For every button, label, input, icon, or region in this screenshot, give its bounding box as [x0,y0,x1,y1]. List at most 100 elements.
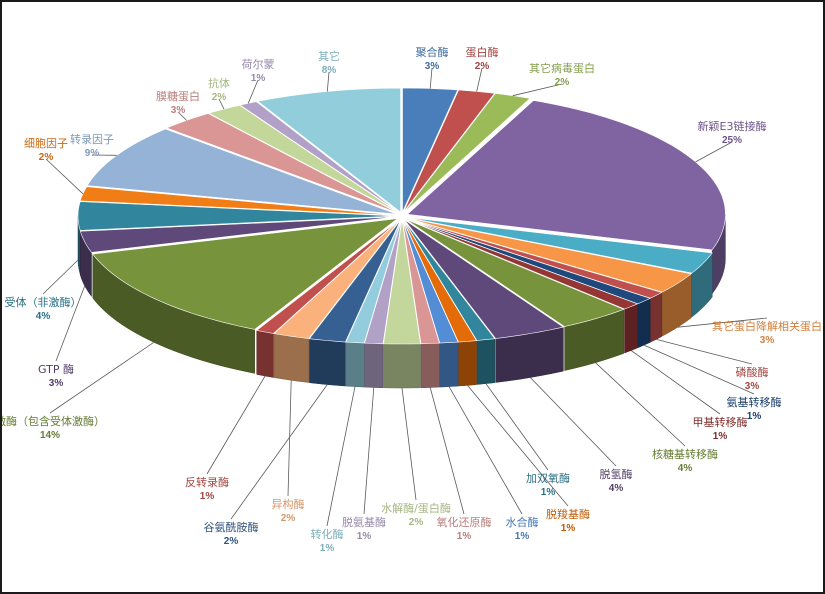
slice-percent-5: 3% [760,335,775,346]
slice-percent-11: 1% [541,487,556,498]
pie-sides [77,214,726,389]
slice-4 [407,217,713,274]
slice-percent-10: 4% [609,483,624,494]
slice-14 [402,219,440,345]
slice-percent-21: 14% [40,430,60,441]
slice-label-6: 磷酸酶 [736,365,769,379]
slice-side-7 [637,298,651,349]
slice-side-14 [420,342,440,389]
slice-percent-2: 2% [555,77,570,88]
leader-line-29 [326,71,330,92]
leader-line-22 [55,285,86,362]
slice-percent-1: 2% [475,61,490,72]
slice-percent-3: 25% [722,135,742,146]
leader-line-10 [530,377,617,467]
slice-label-11: 加双氧酶 [526,471,570,485]
slice-22 [79,216,397,253]
slice-label-16: 脱氨基酶 [342,515,386,529]
leader-line-1 [476,67,483,92]
slice-percent-22: 3% [49,378,64,389]
leader-line-13 [448,386,523,515]
slice-label-8: 甲基转移酶 [693,415,748,429]
slice-20 [255,219,400,334]
slice-label-20: 反转录酶 [185,475,229,489]
leader-line-9 [595,362,686,447]
leader-line-20 [206,375,266,475]
slice-label-1: 蛋白酶 [466,45,499,59]
slice-15 [383,219,421,345]
slice-23 [77,201,397,231]
slice-side-16 [364,342,384,389]
slice-percent-8: 1% [713,431,728,442]
slice-label-18: 谷氨酰胺酶 [204,520,259,534]
slice-10 [404,219,565,339]
slice-side-13 [439,341,459,388]
slice-percent-26: 3% [171,105,186,116]
slice-side-8 [624,303,638,354]
slice-label-14: 氧化还原酶 [437,515,492,529]
slice-percent-19: 2% [281,513,296,524]
slice-label-29: 其它 [318,49,340,63]
slice-17 [345,219,402,344]
slice-percent-24: 2% [39,152,54,163]
slice-16 [364,219,402,345]
slice-label-17: 转化酶 [311,527,344,541]
slice-label-21: 激酶（包含受体激酶） [2,414,105,428]
leader-lines [42,67,768,527]
slice-21 [92,218,399,330]
leader-line-2 [512,83,563,97]
leader-line-16 [363,387,375,515]
slice-11 [403,219,496,341]
leader-line-7 [643,344,755,395]
pie-tops [77,87,726,345]
slice-label-5: 其它蛋白降解相关蛋白 [712,319,822,333]
slice-label-15: 水解酶/蛋白酶 [381,501,451,515]
slice-percent-6: 3% [745,381,760,392]
leader-line-26 [177,111,187,121]
slice-18 [308,219,401,343]
leader-line-0 [429,67,433,89]
slice-percent-18: 2% [224,536,239,547]
slice-12 [402,219,478,343]
slice-percent-27: 2% [212,92,227,103]
slice-percent-16: 1% [357,531,372,542]
leader-line-11 [485,383,549,471]
leader-line-28 [247,79,259,104]
leader-line-15 [401,387,417,501]
slice-percent-9: 4% [678,463,693,474]
slice-label-25: 转录因子 [70,132,114,146]
slice-side-11 [476,338,496,385]
slice-percent-20: 1% [200,491,215,502]
slice-label-26: 膜糖蛋白 [156,89,200,103]
slice-percent-12: 1% [561,523,576,534]
slice-label-19: 异构酶 [272,497,305,511]
slice-label-22: GTP 酶 [38,363,74,376]
slice-side-20 [256,330,274,378]
slice-percent-0: 3% [425,61,440,72]
leader-line-6 [656,339,753,365]
data-labels: 聚合酶 3% 蛋白酶 2% 其它病毒蛋白 2% 新颖E3链接酶 25% 其它蛋白降解相关蛋白 3%… [2,45,822,554]
slice-side-18 [309,338,346,387]
leader-line-19 [287,380,292,497]
slice-side-6 [650,292,663,343]
slice-side-19 [273,333,309,383]
slice-5 [407,217,693,293]
leader-line-18 [230,384,328,520]
slice-label-3: 新颖E3链接酶 [698,119,767,133]
leader-line-14 [429,387,465,515]
leader-line-3 [695,141,733,163]
slice-percent-29: 8% [322,65,337,76]
leader-line-8 [630,350,721,415]
leader-line-24 [45,158,84,195]
slice-side-12 [458,340,477,387]
slice-9 [405,218,625,327]
slice-percent-25: 9% [85,148,100,159]
slice-label-27: 抗体 [208,76,230,90]
slice-label-12: 脱羧基酶 [546,507,590,521]
leader-line-12 [467,385,569,507]
slice-percent-14: 1% [457,531,472,542]
slice-label-2: 其它病毒蛋白 [529,61,595,75]
slice-percent-13: 1% [515,531,530,542]
